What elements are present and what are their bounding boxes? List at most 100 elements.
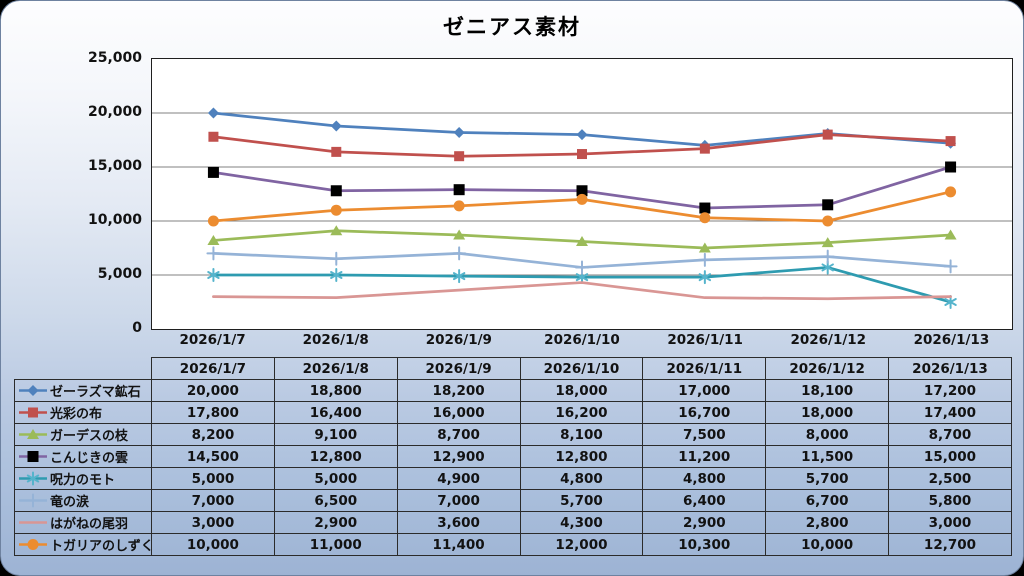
series-name-label: こんじきの雲 [50, 451, 129, 466]
table-cell: 3,000 [888, 511, 1012, 534]
data-point-marker [453, 184, 465, 196]
data-point-marker [26, 493, 40, 508]
diamond-legend-key-icon [19, 385, 47, 396]
table-row: トガリアのしずく 10,000 11,000 11,400 12,000 10,300 10… [14, 533, 1012, 556]
data-point-marker [208, 131, 219, 142]
data-point-marker [698, 270, 712, 285]
data-point-marker [820, 249, 835, 264]
circle-legend-key-icon [19, 539, 47, 550]
table-cell: 16,400 [273, 401, 398, 424]
table-header-cell: 2026/1/7 [151, 357, 275, 380]
series-name-label: ガーデスの枝 [50, 429, 129, 444]
data-point-marker [330, 225, 343, 236]
y-axis-label: 10,000 [87, 212, 142, 228]
table-cell: 5,700 [765, 467, 890, 490]
series-line-6 [212, 281, 952, 301]
table-cell: 16,700 [642, 401, 767, 424]
table-cell: 9,100 [273, 423, 398, 446]
x-axis-label: 2026/1/8 [302, 332, 369, 348]
table-cell: 11,400 [396, 533, 521, 556]
x-axis-label: 2026/1/9 [425, 332, 492, 348]
asterisk-legend-key-icon [19, 471, 47, 486]
x-axis: 2026/1/7 2026/1/8 2026/1/9 2026/1/10 2026/1/… [151, 332, 1013, 348]
table-cell: 18,000 [519, 379, 644, 402]
data-point-marker [576, 236, 588, 247]
data-point-marker [26, 471, 40, 486]
x-axis-label: 2026/1/12 [790, 332, 867, 348]
data-point-marker [28, 407, 38, 418]
table-cell: 12,900 [396, 445, 521, 468]
data-point-marker [207, 268, 220, 282]
data-point-marker [453, 126, 465, 138]
series-name-label: ゼーラズマ鉱石 [50, 385, 141, 400]
data-point-marker [944, 229, 957, 240]
y-axis-label: 15,000 [87, 158, 142, 174]
x-axis-label: 2026/1/7 [179, 332, 246, 348]
data-point-marker [698, 242, 711, 253]
table-cell: 2,900 [642, 511, 767, 534]
data-point-marker [822, 215, 834, 227]
legend-cell: ゼーラズマ鉱石 [14, 379, 152, 402]
data-point-marker [697, 252, 712, 267]
table-row: ゼーラズマ鉱石 20,000 18,800 18,200 18,000 17,000 18,… [14, 379, 1012, 402]
table-cell: 17,200 [888, 379, 1012, 402]
table-cell: 17,000 [642, 379, 767, 402]
table-cell: 7,000 [151, 489, 275, 512]
data-point-marker [822, 129, 833, 140]
table-row: こんじきの雲 14,500 12,800 12,900 12,800 11,200 11,5… [14, 445, 1012, 468]
table-cell: 12,700 [888, 533, 1012, 556]
table-cell: 2,500 [888, 467, 1012, 490]
table-header-cell: 2026/1/11 [642, 357, 767, 380]
legend-cell: トガリアのしずく [14, 533, 152, 556]
x-axis-label: 2026/1/11 [667, 332, 743, 348]
data-point-marker [207, 107, 219, 119]
data-point-marker [944, 295, 957, 309]
table-cell: 8,200 [151, 423, 275, 446]
table-cell: 17,800 [151, 401, 275, 424]
table-cell: 3,000 [151, 511, 275, 534]
data-point-marker [576, 185, 588, 197]
table-cell: 18,000 [765, 401, 890, 424]
table-cell: 12,800 [519, 445, 644, 468]
data-point-marker [27, 385, 39, 396]
data-point-marker [576, 129, 588, 141]
chart-lines [152, 107, 1012, 309]
table-header-cell: 2026/1/9 [396, 357, 521, 380]
data-point-marker [699, 212, 711, 224]
none-legend-key-icon [19, 521, 47, 524]
table-cell: 5,700 [519, 489, 644, 512]
table-cell: 15,000 [888, 445, 1012, 468]
table-cell: 18,800 [273, 379, 398, 402]
legend-cell: 光彩の布 [14, 401, 152, 424]
data-point-marker [945, 161, 957, 173]
data-point-marker [207, 234, 220, 245]
table-cell: 4,900 [396, 467, 521, 490]
data-point-marker [27, 429, 39, 439]
table-cell: 11,000 [273, 533, 398, 556]
table-cell: 18,100 [765, 379, 890, 402]
table-cell: 7,000 [396, 489, 521, 512]
data-point-marker [453, 229, 466, 240]
y-axis-label: 25,000 [87, 50, 142, 66]
triangle-legend-key-icon [19, 429, 47, 439]
data-point-marker [576, 193, 588, 205]
table-cell: 2,800 [765, 511, 890, 534]
data-point-marker [452, 246, 467, 261]
table-cell: 4,800 [519, 467, 644, 490]
table-header-cell: 2026/1/8 [273, 357, 398, 380]
table-header-row: 2026/1/7 2026/1/8 2026/1/9 2026/1/10 2026/1/… [15, 357, 1012, 380]
series-name-label: トガリアのしずく [50, 539, 152, 554]
table-header-cell: 2026/1/10 [519, 357, 644, 380]
data-point-marker [454, 151, 465, 162]
x-axis-label: 2026/1/13 [913, 332, 990, 348]
data-point-marker [822, 199, 834, 211]
plot-area [151, 58, 1013, 330]
table-cell: 4,300 [519, 511, 644, 534]
data-point-marker [207, 166, 219, 178]
data-point-marker [699, 202, 711, 214]
table-cell: 5,000 [151, 467, 275, 490]
table-cell: 14,500 [151, 445, 275, 468]
table-cell: 11,200 [642, 445, 767, 468]
data-point-marker [945, 136, 956, 147]
data-point-marker [575, 260, 589, 275]
